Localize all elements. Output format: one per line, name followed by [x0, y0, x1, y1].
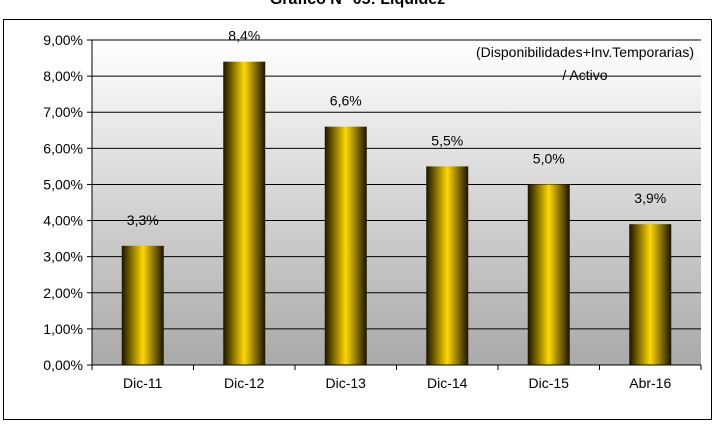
- annotation-line: (Disponibilidades+Inv.Temporarias): [476, 44, 694, 60]
- data-label: 5,5%: [431, 132, 463, 148]
- data-label: 3,9%: [634, 190, 666, 206]
- bar: [629, 224, 672, 365]
- chart-border: [3, 19, 712, 420]
- y-tick-label: 5,00%: [43, 176, 83, 192]
- y-tick-label: 1,00%: [43, 321, 83, 337]
- bar: [223, 61, 266, 366]
- x-axis: Dic-11 Dic-12 Dic-13 Dic-14 Dic-15 Abr-16: [91, 40, 702, 391]
- y-tick-label: 0,00%: [43, 357, 83, 373]
- grid-lines: [92, 39, 701, 330]
- bar: [426, 166, 469, 365]
- y-tick-label: 9,00%: [43, 32, 83, 48]
- bar: [324, 126, 367, 366]
- data-label: 5,0%: [533, 150, 565, 166]
- y-tick-label: 3,00%: [43, 249, 83, 265]
- x-tick-label: Abr-16: [629, 375, 671, 391]
- annotation: (Disponibilidades+Inv.Temporarias) / Acti…: [476, 44, 694, 83]
- data-label: 8,4%: [228, 28, 260, 44]
- y-tick-label: 6,00%: [43, 140, 83, 156]
- data-label: 6,6%: [330, 93, 362, 109]
- annotation-line: / Activo: [562, 67, 607, 83]
- y-tick-label: 4,00%: [43, 213, 83, 229]
- y-tick-label: 7,00%: [43, 104, 83, 120]
- bars: [121, 61, 672, 366]
- plot-area: [92, 40, 701, 365]
- y-tick-label: 8,00%: [43, 68, 83, 84]
- x-tick-label: Dic-12: [224, 375, 265, 391]
- x-tick-label: Dic-15: [529, 375, 570, 391]
- data-labels: 3,3% 8,4% 6,6% 5,5% 5,0% 3,9%: [127, 28, 666, 228]
- bar: [527, 184, 570, 365]
- chart-title: Gráfico N° 05: Liquidez: [0, 0, 715, 9]
- data-label: 3,3%: [127, 212, 159, 228]
- x-tick-label: Dic-11: [123, 375, 163, 391]
- x-tick-label: Dic-14: [427, 375, 468, 391]
- bar: [121, 245, 164, 365]
- x-tick-label: Dic-13: [326, 375, 367, 391]
- y-axis: 0,00% 1,00% 2,00% 3,00% 4,00% 5,00% 6,00% 7,00%…: [43, 32, 92, 373]
- y-tick-label: 2,00%: [43, 285, 83, 301]
